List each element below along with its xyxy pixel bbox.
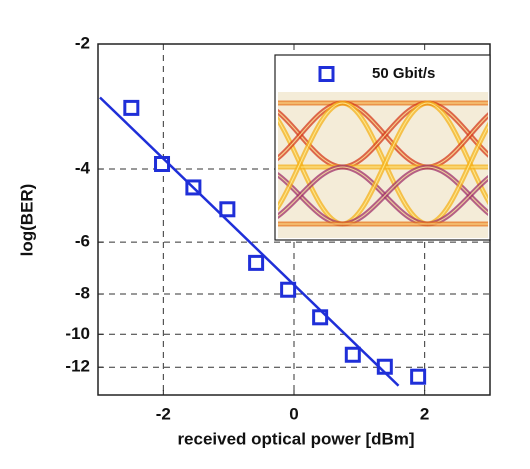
eye-trace [172, 103, 258, 224]
eye-trace [172, 103, 258, 167]
eye-trace [172, 167, 258, 224]
eye-trace [172, 103, 258, 224]
y-tick-label: -6 [75, 232, 90, 251]
y-tick-label: -10 [65, 324, 90, 343]
y-tick-label: -8 [75, 284, 90, 303]
y-tick-label: -2 [75, 33, 90, 52]
chart: received optical power [dBm] log(BER) -2… [0, 0, 530, 464]
eye-trace [172, 167, 258, 224]
x-tick-label: 2 [420, 404, 429, 423]
data-point [221, 203, 234, 216]
eye-trace [172, 103, 258, 167]
legend-marker [320, 68, 333, 81]
y-tick-label: -12 [65, 357, 90, 376]
eye-trace [172, 103, 258, 167]
x-tick-label: 0 [289, 404, 298, 423]
x-tick-label: -2 [156, 404, 171, 423]
eye-trace [172, 103, 258, 167]
data-point [250, 256, 263, 269]
eye-trace [172, 167, 258, 224]
y-tick-label: -4 [75, 159, 91, 178]
y-axis-label: log(BER) [17, 184, 36, 257]
eye-trace [172, 103, 258, 224]
data-point [156, 157, 169, 170]
data-point [346, 348, 359, 361]
data-point [412, 370, 425, 383]
eye-trace [172, 103, 258, 224]
data-point [125, 101, 138, 114]
eye-trace [172, 167, 258, 224]
legend-label: 50 Gbit/s [372, 65, 435, 82]
x-axis-label: received optical power [dBm] [177, 429, 414, 448]
